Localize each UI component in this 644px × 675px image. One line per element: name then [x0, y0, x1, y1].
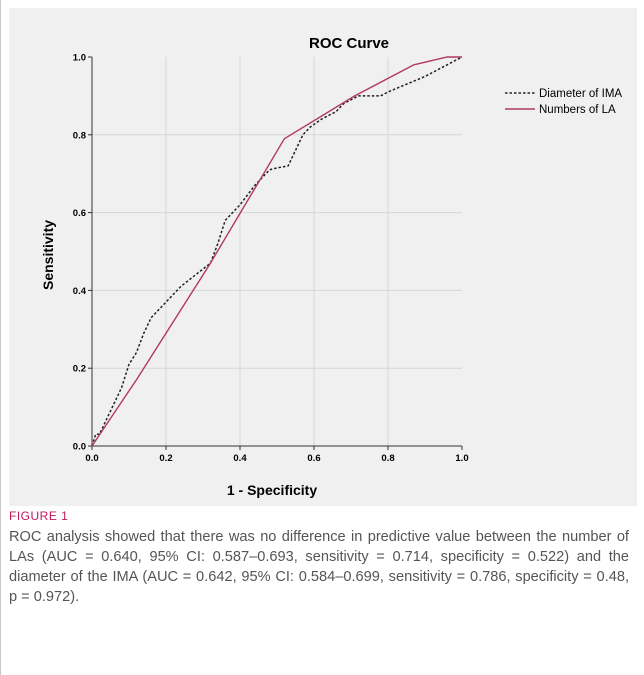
x-tick-label: 0.0	[85, 453, 98, 464]
axes	[91, 57, 462, 447]
series-line-numbers-of-la	[91, 56, 462, 447]
figure-label: FIGURE 1	[9, 509, 69, 523]
plot-area	[92, 57, 462, 446]
legend: Diameter of IMA Numbers of LA	[505, 88, 622, 116]
y-tick-label: 0.0	[73, 442, 86, 453]
y-tick-label: 0.4	[73, 286, 87, 297]
tick-labels: 0.0 0.2 0.4 0.6 0.8 1.0 0.0 0.2 0.4 0.6 0.8 1.0	[73, 53, 469, 465]
y-tick-label: 0.8	[73, 130, 86, 141]
y-tick-label: 0.2	[73, 364, 86, 375]
grid	[92, 57, 462, 446]
legend-label-diameter: Diameter of IMA	[539, 88, 622, 100]
series-line-diameter-of-ima	[91, 56, 463, 447]
y-axis-label: Sensitivity	[40, 220, 56, 290]
series-lines	[91, 56, 463, 447]
x-tick-label: 0.4	[233, 453, 247, 464]
chart-title: ROC Curve	[309, 35, 389, 52]
x-tick-label: 0.2	[159, 453, 172, 464]
x-tick-label: 0.6	[307, 453, 320, 464]
x-tick-label: 0.8	[381, 453, 394, 464]
x-axis-label: 1 - Specificity	[227, 482, 317, 498]
figure-caption: FIGURE 1 ROC analysis showed that there …	[9, 509, 629, 607]
chart-panel: ROC Curve 0.0 0.2 0.4 0.6 0.8 1.0 0.0 0.2 0.4 0.6…	[9, 8, 637, 506]
caption-text: ROC analysis showed that there was no di…	[9, 529, 629, 605]
y-tick-label: 1.0	[73, 53, 86, 64]
y-tick-label: 0.6	[73, 208, 86, 219]
legend-label-numbers: Numbers of LA	[539, 104, 616, 116]
roc-chart: ROC Curve 0.0 0.2 0.4 0.6 0.8 1.0 0.0 0.2 0.4 0.6…	[40, 35, 622, 498]
x-tick-label: 1.0	[455, 453, 468, 464]
